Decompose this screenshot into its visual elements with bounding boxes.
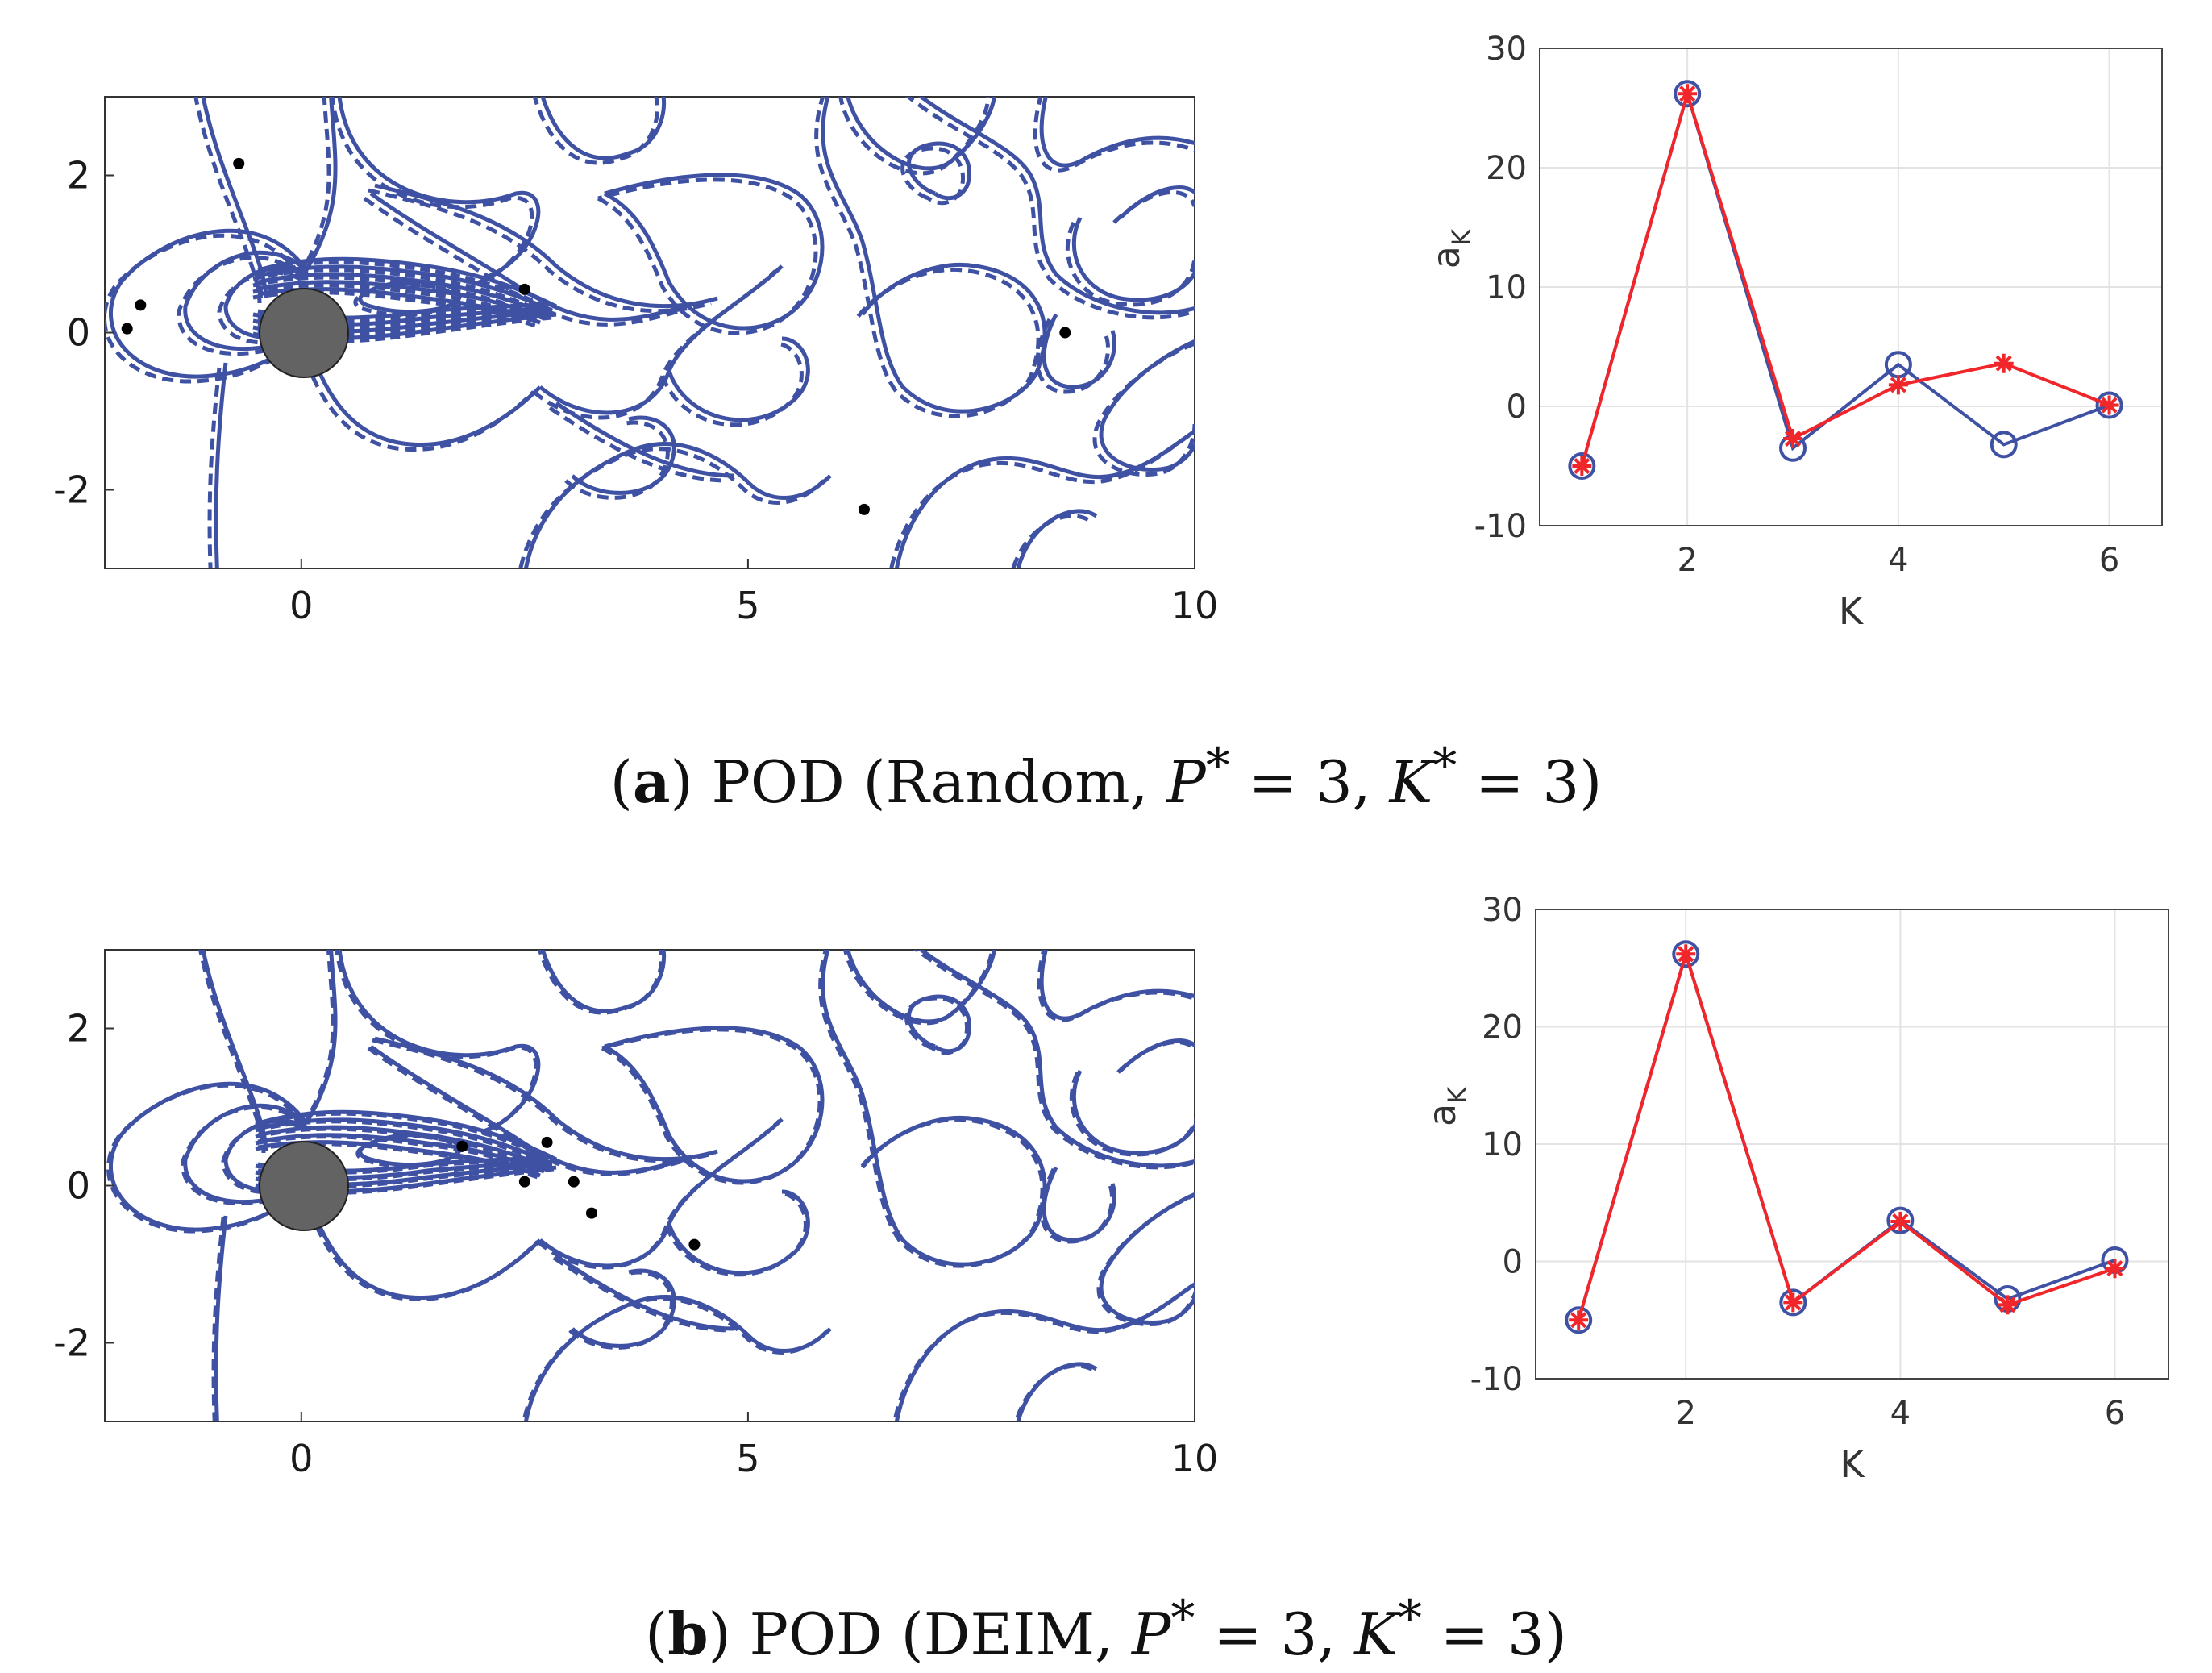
y-tick-label: -10 — [1470, 1361, 1523, 1398]
data-point-estimated — [1783, 1292, 1803, 1313]
data-point-estimated — [1888, 375, 1908, 395]
caption-a: (a) POD (Random, P* = 3, K* = 3) — [609, 738, 1603, 816]
y-tick-label: 10 — [1486, 269, 1527, 306]
y-tick-label: -2 — [53, 1321, 90, 1365]
sensor-point — [456, 1140, 468, 1152]
x-tick-label: 10 — [1171, 584, 1219, 627]
data-point-true — [1886, 1206, 1915, 1234]
contour-plot-a: 0 5 10 2 0 -2 — [53, 96, 1219, 627]
data-point-estimated — [1890, 1212, 1911, 1232]
x-tick-label: 0 — [289, 1437, 313, 1480]
y-tick-label: -2 — [53, 468, 90, 512]
data-point-true — [1565, 1306, 1593, 1334]
data-point-true — [1779, 1288, 1807, 1317]
y-tick-label: 30 — [1486, 31, 1527, 68]
sensor-point — [568, 1176, 580, 1188]
x-tick-label: 2 — [1677, 542, 1697, 579]
data-point-estimated — [1783, 428, 1803, 448]
x-tick-label: 6 — [2105, 1395, 2125, 1432]
x-tick-label: 0 — [289, 584, 313, 627]
sensor-point — [585, 1207, 597, 1219]
data-point-estimated — [2105, 1259, 2125, 1279]
y-tick-label: 20 — [1486, 150, 1527, 187]
sensor-point — [233, 157, 245, 169]
x-tick-label: 5 — [736, 584, 759, 627]
cylinder — [259, 288, 349, 378]
cylinder — [259, 1141, 349, 1231]
data-point-estimated — [2099, 395, 2119, 415]
sensor-point — [518, 283, 530, 295]
data-point-estimated — [1572, 456, 1592, 476]
contour-plot-b: 0 5 10 2 0 -2 — [53, 949, 1219, 1480]
x-tick-label: 4 — [1888, 542, 1908, 579]
coefficient-chart-b: 2 4 6 30 20 10 0 -10 KaK — [1420, 892, 2169, 1486]
data-point-true — [1672, 940, 1700, 968]
y-tick-label: 0 — [1503, 1244, 1523, 1281]
x-tick-label: 2 — [1676, 1395, 1696, 1432]
sensor-point — [688, 1238, 701, 1251]
sensor-point — [541, 1136, 553, 1148]
data-point-estimated — [1678, 84, 1698, 104]
series-line-estimated — [1577, 948, 2116, 1321]
y-tick-label: 2 — [67, 154, 90, 198]
data-point-true — [1568, 452, 1596, 480]
y-axis-label: aK — [1424, 228, 1477, 268]
y-tick-label: 2 — [67, 1007, 90, 1051]
x-tick-label: 6 — [2099, 542, 2119, 579]
sensor-point — [135, 299, 147, 311]
x-tick-label: 10 — [1171, 1437, 1219, 1480]
x-tick-label: 5 — [736, 1437, 759, 1480]
y-tick-label: 20 — [1482, 1009, 1523, 1047]
x-axis-label: K — [1840, 1442, 1865, 1486]
sensor-markers — [456, 1136, 701, 1251]
sensor-markers — [121, 157, 1071, 515]
sensor-point — [1059, 327, 1071, 339]
y-tick-label: -10 — [1474, 508, 1527, 545]
y-tick-label: 0 — [67, 311, 90, 355]
data-point-estimated — [1994, 353, 2014, 373]
x-tick-label: 4 — [1890, 1395, 1911, 1432]
y-axis-label: aK — [1420, 1086, 1473, 1126]
sensor-point — [858, 503, 870, 515]
caption-b: (b) POD (DEIM, P* = 3, K* = 3) — [645, 1590, 1567, 1668]
y-tick-label: 10 — [1482, 1126, 1523, 1163]
data-point-true — [1990, 431, 2018, 459]
data-point-estimated — [1569, 1310, 1589, 1330]
data-point-estimated — [1998, 1295, 2018, 1315]
x-axis-label: K — [1839, 589, 1865, 633]
y-tick-label: 30 — [1482, 892, 1523, 929]
y-tick-label: 0 — [1507, 389, 1527, 426]
sensor-point — [121, 323, 133, 335]
series-line-estimated — [1580, 88, 2110, 467]
sensor-point — [518, 1176, 530, 1188]
coefficient-chart-a: 2 4 6 30 20 10 0 -10 KaK — [1424, 31, 2163, 633]
data-point-estimated — [1676, 944, 1696, 964]
data-point-true — [2095, 391, 2123, 419]
y-tick-label: 0 — [67, 1164, 90, 1208]
data-point-true — [1674, 80, 1702, 108]
